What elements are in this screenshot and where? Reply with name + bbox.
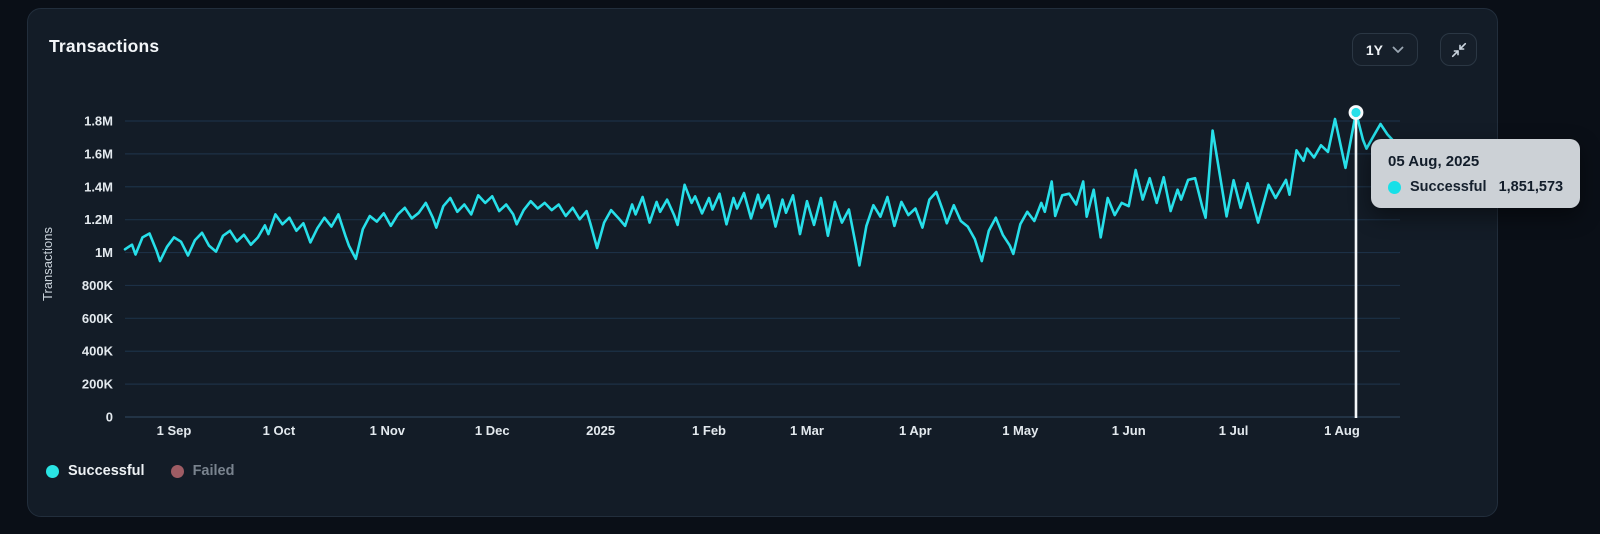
x-tick-1 May: 1 May <box>1002 423 1039 438</box>
legend-label-successful: Successful <box>68 463 145 479</box>
x-tick-1 Sep: 1 Sep <box>157 423 192 438</box>
y-tick-200K: 200K <box>82 377 114 392</box>
y-tick-1.4M: 1.4M <box>84 179 113 194</box>
x-tick-1 Oct: 1 Oct <box>263 423 296 438</box>
hover-point-icon <box>1351 107 1361 118</box>
x-tick-2025: 2025 <box>586 423 615 438</box>
legend-label-failed: Failed <box>192 463 235 479</box>
chart-legend: Successful Failed <box>46 463 234 479</box>
x-tick-1 Feb: 1 Feb <box>692 423 726 438</box>
y-axis-label: Transactions <box>40 227 55 301</box>
legend-item-successful[interactable]: Successful <box>46 463 145 479</box>
page-title: Transactions <box>49 36 160 56</box>
collapse-button[interactable] <box>1440 33 1477 66</box>
series-line-successful <box>123 111 1396 267</box>
tooltip-value: 1,851,573 <box>1498 179 1564 195</box>
x-tick-1 Dec: 1 Dec <box>475 423 510 438</box>
y-tick-400K: 400K <box>82 344 114 359</box>
y-tick-1.2M: 1.2M <box>84 212 113 227</box>
y-tick-0: 0 <box>106 410 113 425</box>
chart-tooltip: 05 Aug, 2025 Successful 1,851,573 <box>1371 139 1581 208</box>
failed-dot-icon <box>170 464 184 478</box>
collapse-icon <box>1451 42 1467 58</box>
y-tick-1.6M: 1.6M <box>84 146 113 161</box>
transactions-card: Transactions 1Y Successful <box>27 8 1498 517</box>
x-tick-1 Mar: 1 Mar <box>790 423 824 438</box>
y-tick-600K: 600K <box>82 311 114 326</box>
chevron-down-icon <box>1392 46 1404 54</box>
y-tick-1.8M: 1.8M <box>84 114 113 129</box>
y-tick-1M: 1M <box>95 245 113 260</box>
x-tick-1 Aug: 1 Aug <box>1324 423 1360 438</box>
legend-item-failed[interactable]: Failed <box>170 463 235 479</box>
tooltip-date: 05 Aug, 2025 <box>1388 153 1480 170</box>
tooltip-row: Successful 1,851,573 <box>1388 179 1563 195</box>
x-tick-1 Jun: 1 Jun <box>1112 423 1146 438</box>
x-tick-1 Jul: 1 Jul <box>1219 423 1249 438</box>
range-selector-value: 1Y <box>1365 41 1383 58</box>
successful-dot-icon <box>46 464 59 478</box>
tooltip-series-dot-icon <box>1388 180 1401 194</box>
card-controls: 1Y <box>1351 33 1477 66</box>
y-tick-800K: 800K <box>82 278 114 293</box>
x-tick-1 Apr: 1 Apr <box>899 423 932 438</box>
tooltip-series-label: Successful <box>1410 179 1487 195</box>
range-selector[interactable]: 1Y <box>1351 33 1418 66</box>
x-tick-1 Nov: 1 Nov <box>370 423 406 438</box>
